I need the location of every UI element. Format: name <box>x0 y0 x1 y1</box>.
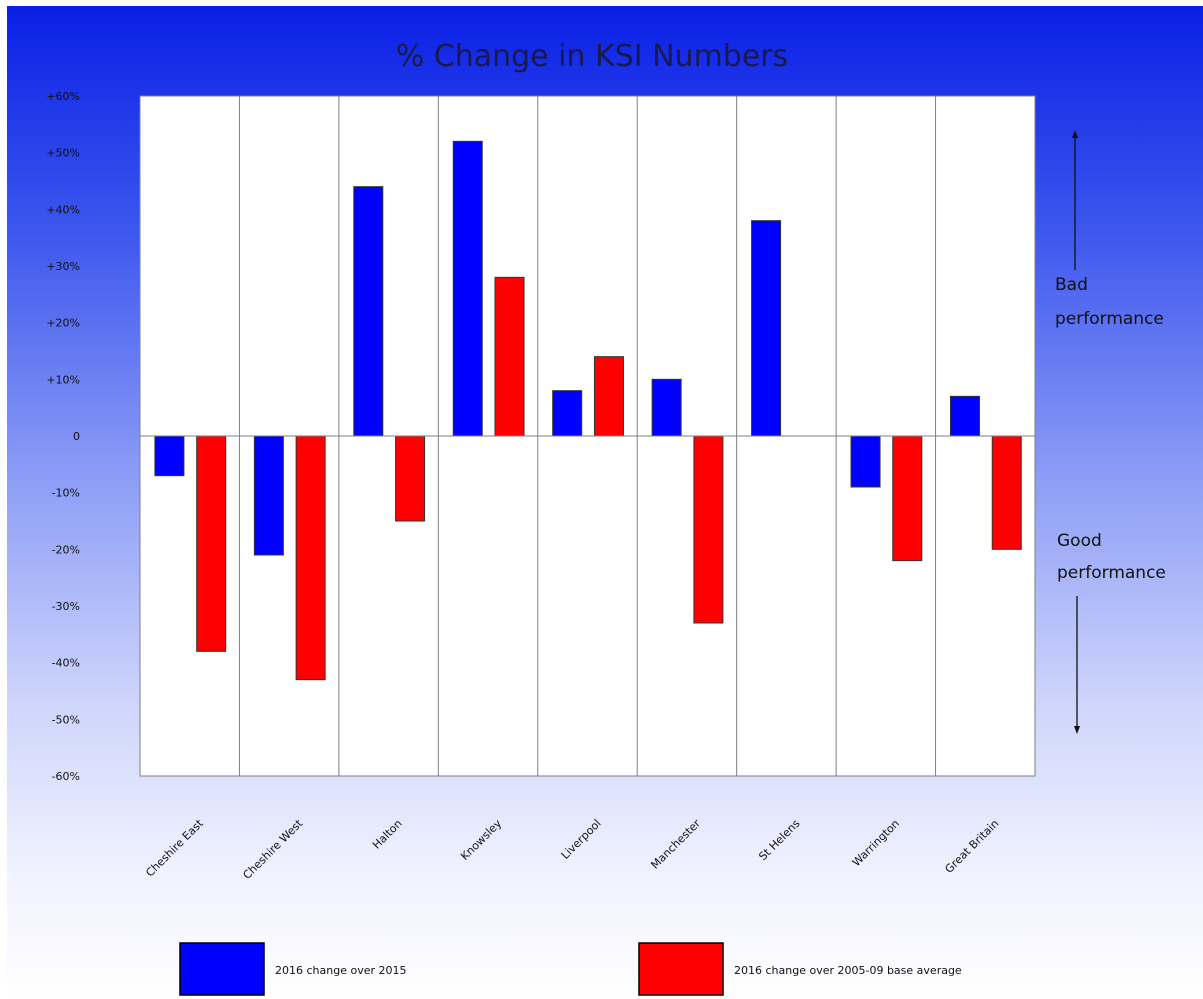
bar-series-2-halton <box>395 435 426 522</box>
x-tick-label: Cheshire West <box>240 816 305 881</box>
bar-series-1-liverpool <box>552 390 583 437</box>
bar-series-1-st-helens <box>751 220 782 437</box>
y-tick-label: -50% <box>52 713 80 726</box>
x-tick-label: Warrington <box>850 817 902 869</box>
legend-swatch-series-2 <box>638 942 724 996</box>
x-tick-label: Great Britain <box>942 817 1001 876</box>
bad-performance-annotation: Bad performance <box>1055 130 1164 329</box>
bar-series-1-warrington <box>850 435 881 488</box>
y-axis-ticks: +60% +50% +40% +30% +20% +10% 0 -10% -20% -30% -40… <box>46 90 80 783</box>
up-arrow-head <box>1072 130 1078 138</box>
chart-title: % Change in KSI Numbers <box>396 39 789 74</box>
y-tick-label: 0 <box>73 430 80 443</box>
y-tick-label: +60% <box>46 90 80 103</box>
y-tick-label: +10% <box>46 373 80 386</box>
y-tick-label: -40% <box>52 657 80 670</box>
good-label-line2: performance <box>1057 563 1166 583</box>
y-tick-label: -60% <box>52 770 80 783</box>
y-tick-label: -10% <box>52 487 80 500</box>
bar-series-1-great-britain <box>949 395 980 437</box>
bar-series-2-knowsley <box>494 276 525 437</box>
bar-series-2-warrington <box>892 435 923 562</box>
y-tick-label: +40% <box>46 203 80 216</box>
bars <box>154 140 1022 681</box>
y-tick-label: -20% <box>52 543 80 556</box>
x-tick-label: Manchester <box>648 817 703 872</box>
bar-series-2-great-britain <box>991 435 1022 550</box>
ksi-change-chart: % Change in KSI Numbers +60% +50% +40% +30%… <box>46 39 1166 996</box>
bar-series-2-manchester <box>693 435 724 624</box>
legend-label-series-1: 2016 change over 2015 <box>275 964 407 977</box>
bad-label-line2: performance <box>1055 309 1164 329</box>
y-tick-label: -30% <box>52 600 80 613</box>
bar-series-1-knowsley <box>452 140 483 437</box>
chart-background: % Change in KSI Numbers +60% +50% +40% +30%… <box>7 6 1203 999</box>
bar-series-1-manchester <box>651 378 682 437</box>
legend-label-series-2: 2016 change over 2005-09 base average <box>734 964 962 977</box>
x-tick-label: St Helens <box>756 817 802 863</box>
x-axis-ticks: Cheshire East Cheshire West Halton Knowsley… <box>143 816 1001 881</box>
y-tick-label: +50% <box>46 147 80 160</box>
y-tick-label: +20% <box>46 317 80 330</box>
good-performance-annotation: Good performance <box>1057 531 1166 734</box>
bad-label-line1: Bad <box>1055 275 1088 295</box>
down-arrow-head <box>1074 726 1080 734</box>
bar-series-2-cheshire-east <box>196 435 227 652</box>
bar-series-1-halton <box>353 186 384 437</box>
y-tick-label: +30% <box>46 260 80 273</box>
bar-series-2-cheshire-west <box>295 435 326 681</box>
x-tick-label: Cheshire East <box>143 816 206 879</box>
x-tick-label: Knowsley <box>458 817 504 863</box>
bar-series-1-cheshire-east <box>154 435 185 477</box>
bar-series-1-cheshire-west <box>253 435 284 556</box>
bar-series-2-liverpool <box>593 356 624 437</box>
legend: 2016 change over 2015 2016 change over 2… <box>179 942 962 996</box>
x-tick-label: Halton <box>370 817 405 852</box>
x-tick-label: Liverpool <box>559 817 604 862</box>
good-label-line1: Good <box>1057 531 1102 551</box>
legend-swatch-series-1 <box>179 942 265 996</box>
